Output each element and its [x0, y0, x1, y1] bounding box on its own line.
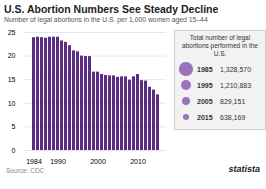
- svg-text:15: 15: [8, 76, 16, 83]
- html-text:Total number of legal abortion: Total number of legal abortions performe…: [182, 34, 258, 57]
- html-text:1,328,570: 1,328,570: [220, 65, 252, 73]
- html-text:statista: statista: [228, 164, 260, 174]
- svg-text:5: 5: [12, 123, 16, 130]
- html-text:1,210,883: 1,210,883: [220, 81, 252, 89]
- html-text:2015: 2015: [197, 113, 213, 121]
- svg-text:25: 25: [8, 29, 16, 36]
- html-text:1995: 1995: [197, 81, 213, 89]
- svg-text:1990: 1990: [50, 158, 66, 164]
- html-text:1985: 1985: [197, 65, 213, 73]
- svg-text:0: 0: [12, 147, 16, 154]
- html-text:U.S. Abortion Numbers See Stea: U.S. Abortion Numbers See Steady Decline: [4, 3, 219, 15]
- svg-text:1984: 1984: [26, 158, 42, 164]
- svg-text:2010: 2010: [130, 158, 146, 164]
- html-text:638,169: 638,169: [220, 113, 246, 121]
- html-text:Source: CDC: Source: CDC: [6, 167, 45, 174]
- svg-text:2000: 2000: [90, 158, 106, 164]
- html-text:2005: 2005: [197, 97, 213, 105]
- html-text:Number of legal abortions in t: Number of legal abortions in the U.S. pe…: [4, 16, 208, 23]
- svg-text:20: 20: [8, 52, 16, 59]
- svg-text:10: 10: [8, 100, 16, 107]
- html-text:829,151: 829,151: [220, 97, 246, 105]
